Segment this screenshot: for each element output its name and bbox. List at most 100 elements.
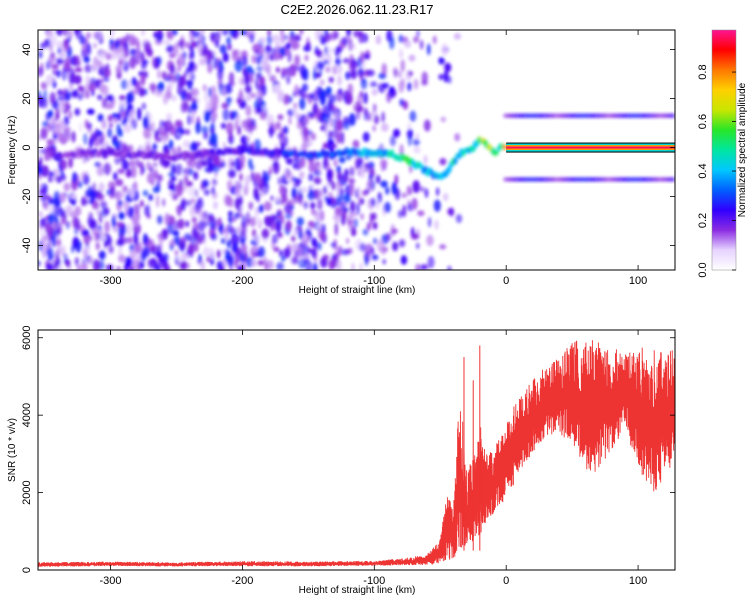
spectrogram-noise-blob bbox=[99, 132, 106, 145]
spectrogram-noise-blob bbox=[415, 132, 420, 139]
spectrogram-noise-blob bbox=[38, 149, 42, 160]
spectrogram-noise-blob bbox=[239, 172, 243, 182]
spectrogram-noise-blob bbox=[200, 260, 206, 270]
spectrogram-noise-blob bbox=[113, 116, 118, 123]
spectrogram-noise-blob bbox=[289, 170, 293, 184]
spectrogram-noise-blob bbox=[222, 86, 227, 98]
spectrogram-noise-blob bbox=[52, 69, 58, 76]
spectrogram-noise-blob bbox=[288, 34, 295, 46]
spectrogram-noise-blob bbox=[91, 200, 99, 210]
spectrogram-noise-blob bbox=[105, 102, 113, 110]
spectrogram-noise-blob bbox=[266, 63, 272, 77]
spectrogram-noise-blob bbox=[100, 77, 104, 84]
spectrogram-noise-blob bbox=[303, 201, 308, 210]
spectrogram-noise-blob bbox=[56, 245, 61, 257]
spectrogram-noise-blob bbox=[326, 197, 332, 206]
spectrogram-noise-blob bbox=[308, 93, 315, 100]
spectrogram-noise-blob bbox=[362, 53, 370, 60]
spectrogram-noise-blob bbox=[129, 249, 137, 260]
spectrogram-noise-blob bbox=[383, 201, 391, 214]
spectrogram-noise-blob bbox=[39, 218, 45, 228]
spectrogram-noise-blob bbox=[341, 37, 348, 46]
spectrogram-ridge bbox=[55, 136, 507, 181]
spectrogram-noise-blob bbox=[184, 129, 191, 135]
spectrogram-noise-blob bbox=[107, 127, 113, 139]
spectrogram-noise-blob bbox=[191, 87, 199, 97]
spectrogram-noise-blob bbox=[38, 66, 44, 78]
spectrogram-noise-blob bbox=[152, 186, 160, 194]
spectrogram-noise-blob bbox=[319, 95, 326, 106]
spectrogram-noise-blob bbox=[293, 34, 302, 42]
spectrogram-noise-blob bbox=[46, 140, 54, 147]
spectrogram-noise-blob bbox=[75, 240, 82, 253]
spectrogram-noise-blob bbox=[296, 246, 303, 259]
spectrogram-noise-blob bbox=[357, 30, 364, 38]
spectrogram-noise-blob bbox=[177, 145, 182, 154]
spectrogram-noise-blob bbox=[307, 190, 316, 201]
spectrogram-noise-blob bbox=[236, 97, 243, 104]
spectrogram-noise-blob bbox=[362, 228, 369, 236]
spectrogram-noise-blob bbox=[400, 255, 408, 265]
spectrogram-noise-blob bbox=[170, 176, 177, 182]
spectrogram-noise-blob bbox=[219, 161, 226, 168]
spectrogram-noise-blob bbox=[270, 213, 275, 224]
spectrogram-noise-blob bbox=[96, 30, 104, 41]
spectrogram-noise-blob bbox=[265, 52, 271, 61]
spectrogram-noise-blob bbox=[342, 57, 350, 64]
spectrogram-noise-blob bbox=[392, 128, 401, 138]
spectrogram-noise-blob bbox=[188, 44, 193, 51]
spectrogram-noise-blob bbox=[346, 30, 351, 37]
spectrogram-noise-blob bbox=[342, 208, 347, 221]
spectrogram-noise-blob bbox=[329, 103, 334, 111]
spectrogram-noise-blob bbox=[60, 159, 68, 170]
spectrogram-noise-blob bbox=[230, 110, 235, 121]
spectrogram-noise-blob bbox=[158, 232, 164, 246]
spectrogram-noise-blob bbox=[91, 63, 99, 71]
spectrogram-noise-blob bbox=[253, 139, 261, 152]
spectrogram-noise-blob bbox=[133, 203, 140, 213]
spectrogram-noise-blob bbox=[385, 186, 390, 195]
spectrogram-noise-blob bbox=[359, 90, 363, 98]
spectrogram-noise-blob bbox=[256, 106, 263, 113]
spectrogram-noise-blob bbox=[202, 179, 209, 188]
spectrogram-noise-blob bbox=[366, 69, 375, 77]
spectrogram-noise-blob bbox=[328, 47, 336, 53]
spectrogram-noise-blob bbox=[276, 262, 284, 270]
spectrogram-noise-blob bbox=[449, 207, 454, 217]
spectrogram-noise-blob bbox=[397, 210, 403, 218]
spectrogram-noise-blob bbox=[245, 95, 252, 102]
spectrogram-noise-blob bbox=[345, 71, 351, 80]
spectrogram-noise-blob bbox=[106, 236, 113, 247]
spectrogram-noise-blob bbox=[89, 191, 98, 200]
spectrogram-noise-blob bbox=[131, 77, 137, 87]
spectrogram-noise-blob bbox=[228, 71, 235, 85]
spectrogram-noise-blob bbox=[334, 222, 339, 236]
spectrogram-noise-blob bbox=[162, 134, 167, 145]
spectrogram-noise-blob bbox=[280, 30, 284, 37]
spectrogram-noise-blob bbox=[332, 65, 337, 75]
spectrogram-noise-layer bbox=[38, 30, 463, 270]
spectrogram-noise-blob bbox=[406, 185, 412, 196]
spectrogram-noise-blob bbox=[333, 158, 338, 167]
colorbar-frame bbox=[711, 29, 737, 271]
spectrogram-noise-blob bbox=[191, 227, 198, 239]
spectrogram-noise-blob bbox=[190, 197, 196, 205]
spectrogram-noise-blob bbox=[106, 188, 112, 196]
spectrogram-noise-blob bbox=[256, 65, 264, 72]
spectrogram-noise-blob bbox=[398, 239, 406, 248]
spectrogram-noise-blob bbox=[230, 161, 235, 167]
spectrogram-noise-blob bbox=[264, 261, 269, 270]
spectrogram-noise-blob bbox=[438, 73, 444, 81]
spectrogram-noise-blob bbox=[295, 65, 300, 71]
spectrogram-noise-blob bbox=[171, 182, 176, 194]
spectrogram-noise-blob bbox=[434, 219, 439, 230]
spectrogram-noise-blob bbox=[413, 78, 419, 90]
spectrogram-noise-blob bbox=[421, 264, 429, 270]
spectrogram-noise-blob bbox=[381, 111, 385, 123]
spectrogram-noise-blob bbox=[219, 44, 227, 54]
spectrogram-noise-blob bbox=[161, 260, 169, 268]
spectrogram-noise-blob bbox=[244, 84, 252, 94]
spectrogram-noise-blob bbox=[253, 187, 259, 198]
spectrogram-noise-blob bbox=[276, 211, 281, 217]
